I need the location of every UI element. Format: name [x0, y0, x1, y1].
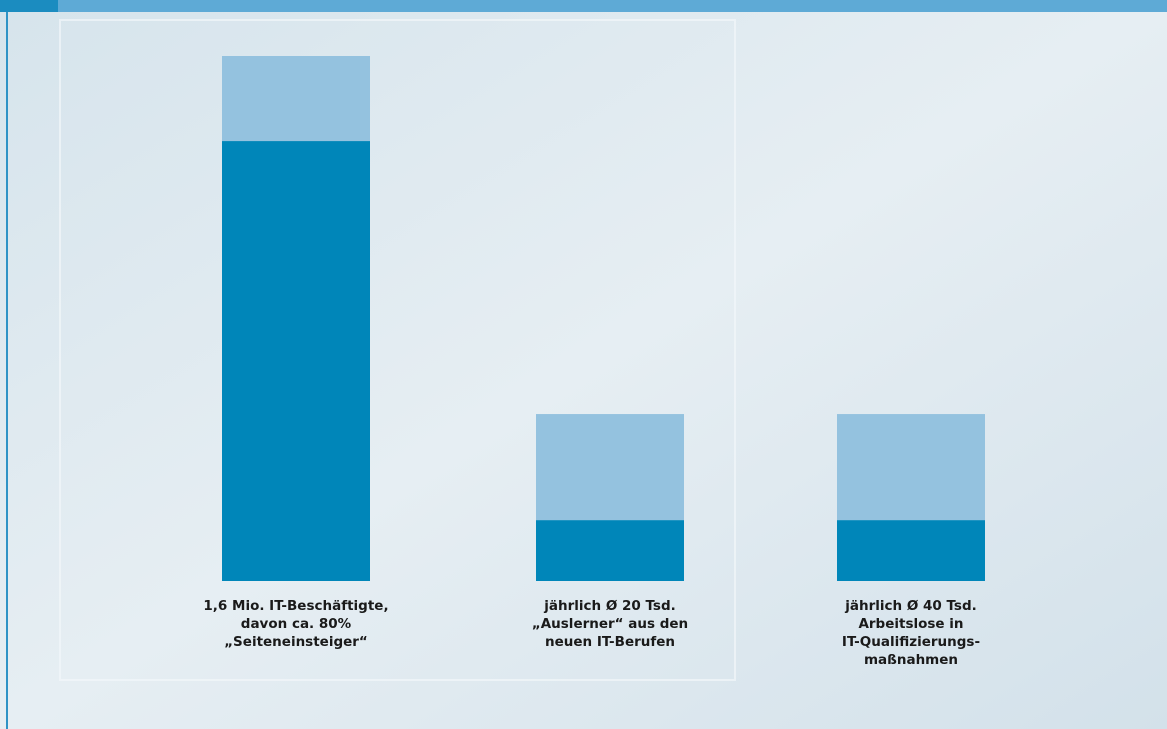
category-label: davon ca. 80%	[241, 616, 352, 632]
bar-segment	[536, 520, 684, 581]
category-label: jährlich Ø 20 Tsd.	[543, 598, 675, 614]
top-band	[0, 0, 1167, 12]
bar-segment	[222, 141, 370, 581]
category-label: neuen IT-Berufen	[545, 634, 675, 650]
category-label: „Seiteneinsteiger“	[224, 634, 368, 650]
category-label: „Auslerner“ aus den	[532, 616, 688, 632]
category-label: jährlich Ø 40 Tsd.	[844, 598, 976, 614]
bar-segment	[837, 414, 985, 520]
left-border	[6, 12, 8, 729]
page: 1,6 Mio. IT-Beschäftigte, davon ca. 80% „S…	[0, 0, 1167, 729]
category-label: maßnahmen	[864, 652, 958, 668]
chart: 1,6 Mio. IT-Beschäftigte, davon ca. 80% „S…	[0, 0, 1167, 729]
bar-segment	[222, 56, 370, 141]
category-label: IT-Qualifizierungs-	[842, 634, 980, 650]
bar-segment	[536, 414, 684, 520]
category-label: Arbeitslose in	[858, 616, 963, 632]
bar-segment	[837, 520, 985, 581]
category-label: 1,6 Mio. IT-Beschäftigte,	[203, 598, 388, 614]
top-band-accent	[0, 0, 58, 12]
